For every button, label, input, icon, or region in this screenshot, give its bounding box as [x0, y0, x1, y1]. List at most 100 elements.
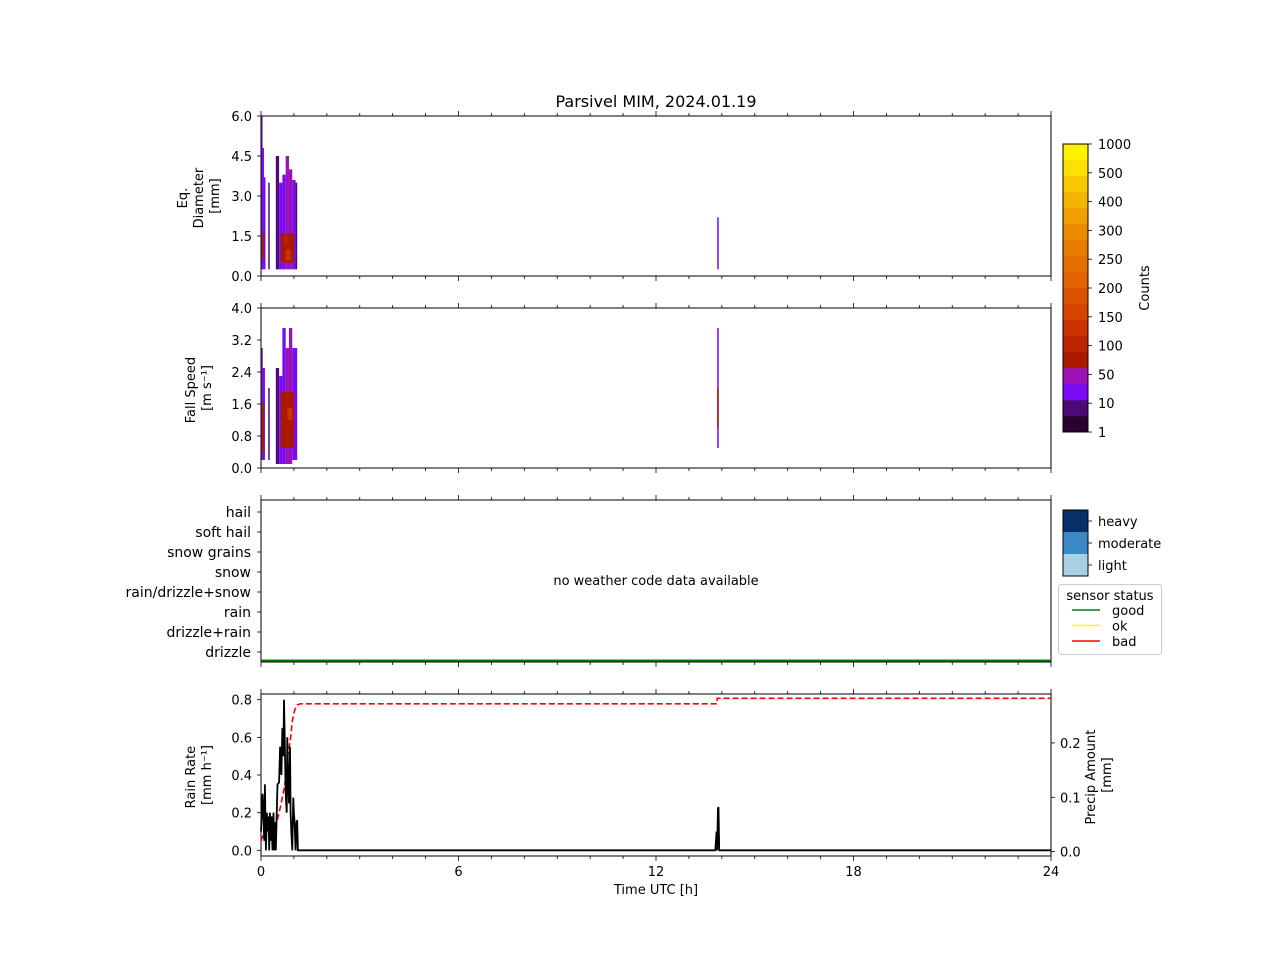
fall-speed-heatmap-core: [287, 408, 293, 420]
panel-weather-code: drizzle drizzle+rain rain rain/drizzle+snow…: [126, 495, 1052, 667]
rain-rate-xtick-label: 0: [257, 865, 265, 880]
counts-colorbar-tick-label: 150: [1098, 311, 1123, 326]
counts-colorbar-cell: [1063, 208, 1088, 225]
rain-rate-ytick-label: 0.4: [231, 769, 252, 784]
panel-rain-rate-marks: [260, 697, 1051, 852]
rain-rate-ytick-right-label: 0.0: [1060, 846, 1081, 861]
sensor-status-legend-box: [1058, 584, 1162, 655]
counts-colorbar-cell: [1063, 224, 1088, 241]
weather-code-message: no weather code data available: [553, 574, 758, 589]
panel-fall-speed: 0.0 0.8 1.6 2.4 3.2 4.0 Fall Speed [m s⁻¹]: [184, 302, 1052, 477]
intensity-legend-label-heavy: heavy: [1098, 515, 1138, 530]
diameter-ytick-label: 0.0: [231, 270, 252, 285]
intensity-legend-cell: [1063, 532, 1088, 555]
panel-weather-code-ticks: drizzle drizzle+rain rain rain/drizzle+snow…: [126, 495, 1052, 667]
diameter-heatmap-column: [295, 182, 298, 270]
diameter-heatmap-column: [282, 174, 286, 270]
panel-diameter-ylabel: Eq. Diameter [mm]: [176, 164, 223, 229]
diameter-heatmap-column: [292, 180, 296, 270]
diameter-heatmap-core: [285, 249, 291, 260]
counts-colorbar-cell: [1063, 176, 1088, 193]
counts-colorbar-tick-label: 100: [1098, 340, 1123, 355]
counts-colorbar-tick-label: 200: [1098, 282, 1123, 297]
diameter-heatmap-column: [261, 116, 263, 270]
panel-rain-rate-ylabel2-1: Precip Amount: [1084, 730, 1099, 825]
rain-rate-series: [260, 699, 1051, 852]
fall-speed-heatmap-column: [292, 348, 298, 460]
panel-diameter-ylabel-1: Eq.: [176, 188, 191, 209]
fall-speed-ytick-label: 2.4: [231, 366, 252, 381]
counts-colorbar-cells: [1063, 144, 1088, 433]
panel-diameter-frame: [260, 115, 1052, 277]
intensity-legend-label-moderate: moderate: [1098, 537, 1161, 552]
diameter-heatmap-column: [285, 156, 289, 270]
fall-speed-heatmap-column: [275, 368, 280, 464]
panel-fall-speed-ylabel-1: Fall Speed: [184, 357, 199, 423]
diameter-heatmap-column: [261, 148, 264, 270]
counts-colorbar-cell: [1063, 368, 1088, 385]
weather-code-category-label: hail: [226, 505, 251, 521]
counts-colorbar-tick-label: 250: [1098, 253, 1123, 268]
rain-rate-ytick-label: 0.2: [231, 807, 252, 822]
panel-fall-speed-ylabel-2: [m s⁻¹]: [200, 365, 215, 411]
fall-speed-ytick-label: 0.0: [231, 462, 252, 477]
counts-colorbar-cell: [1063, 416, 1088, 433]
counts-colorbar-cell: [1063, 272, 1088, 289]
rain-rate-xtick-label: 6: [454, 865, 462, 880]
sensor-status-bad-label: bad: [1112, 635, 1136, 650]
counts-colorbar-cell: [1063, 304, 1088, 321]
counts-colorbar-cell: [1063, 144, 1088, 161]
rain-rate-ytick-label: 0.0: [231, 844, 252, 859]
panel-rain-rate-ylabel-1: Rain Rate: [184, 746, 199, 809]
panel-diameter: 0.0 1.5 3.0 4.5 6.0 Eq. Diameter [mm]: [176, 110, 1052, 285]
diameter-heatmap-column: [268, 182, 270, 270]
weather-code-category-label: rain: [224, 605, 251, 621]
diameter-ytick-label: 1.5: [231, 230, 252, 245]
counts-colorbar-cell: [1063, 352, 1088, 369]
rain-rate-ytick-right-label: 0.2: [1060, 737, 1081, 752]
panel-diameter-ticks: 0.0 1.5 3.0 4.5 6.0: [231, 110, 1052, 285]
x-axis-label: Time UTC [h]: [613, 883, 698, 898]
diameter-ytick-label: 3.0: [231, 190, 252, 205]
figure-title: Parsivel MIM, 2024.01.19: [555, 92, 756, 111]
panel-fall-speed-ylabel: Fall Speed [m s⁻¹]: [184, 353, 215, 424]
counts-colorbar-tick-label: 1: [1098, 426, 1106, 441]
weather-code-category-label: snow: [215, 565, 251, 581]
precip-amount-series: [260, 697, 1051, 842]
panel-rain-rate-frame: [260, 693, 1052, 857]
diameter-heatmap-core: [284, 236, 288, 244]
panel-rain-rate-ylabel: Rain Rate [mm h⁻¹]: [184, 742, 215, 809]
counts-colorbar-cell: [1063, 192, 1088, 209]
diameter-ytick-label: 6.0: [231, 110, 252, 125]
panel-rain-rate-ticks: 0 6 12 18 240.00.20.40.60.80.00.10.2: [231, 689, 1081, 880]
diameter-heatmap-column: [288, 169, 293, 270]
intensity-legend-cell: [1063, 510, 1088, 533]
panel-rain-rate-ylabel2-2: [mm]: [1100, 757, 1115, 792]
counts-colorbar-tick-label: 1000: [1098, 138, 1131, 153]
counts-colorbar-cell: [1063, 400, 1088, 417]
rain-rate-xtick-label: 18: [845, 865, 862, 880]
intensity-legend: heavy moderate light: [1062, 509, 1161, 577]
fall-speed-heatmap-core: [717, 388, 719, 428]
weather-code-category-label: rain/drizzle+snow: [126, 585, 251, 601]
panel-rain-rate: 0 6 12 18 240.00.20.40.60.80.00.10.2 Rain Ra…: [184, 689, 1115, 898]
diameter-heatmap-column: [263, 177, 266, 270]
intensity-legend-cells: [1063, 510, 1088, 577]
weather-code-category-label: drizzle: [205, 645, 251, 661]
sensor-status-legend-title: sensor status: [1066, 589, 1153, 604]
intensity-legend-cell: [1063, 554, 1088, 577]
panel-rain-rate-ylabel-2: [mm h⁻¹]: [200, 745, 215, 805]
diameter-heatmap-core: [261, 233, 264, 260]
counts-colorbar-cell: [1063, 384, 1088, 401]
panel-fall-speed-ticks: 0.0 0.8 1.6 2.4 3.2 4.0: [231, 302, 1052, 477]
diameter-ytick-label: 4.5: [231, 150, 252, 165]
intensity-legend-label-light: light: [1098, 559, 1127, 574]
counts-colorbar-cell: [1063, 160, 1088, 177]
weather-code-category-label: drizzle+rain: [166, 625, 251, 641]
counts-colorbar-cell: [1063, 336, 1088, 353]
fall-speed-heatmap-core: [280, 392, 294, 448]
panel-rain-rate-ylabel2: Precip Amount [mm]: [1084, 725, 1115, 824]
counts-colorbar-tick-label: 300: [1098, 224, 1123, 239]
